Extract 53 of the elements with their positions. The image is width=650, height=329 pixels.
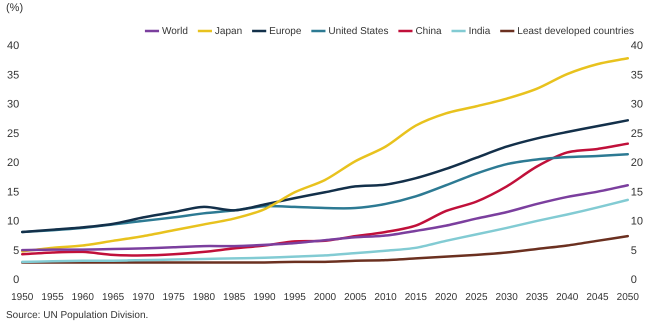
y-tick-label: 25	[6, 128, 20, 140]
legend-label: China	[415, 26, 442, 37]
source-note: Source: UN Population Division.	[6, 310, 148, 321]
y-tick-label: 0	[13, 274, 20, 286]
y2-tick-label: 35	[630, 69, 644, 82]
y2-tick-label: 0	[630, 274, 637, 286]
y2-tick-label: 5	[630, 244, 637, 257]
y2-tick-label: 20	[630, 157, 644, 170]
x-tick-label: 1995	[284, 292, 306, 303]
legend-label: United States	[328, 26, 388, 37]
x-tick-label: 1955	[41, 292, 64, 303]
x-tick-label: 2030	[496, 292, 518, 303]
y-axis-title: (%)	[6, 2, 24, 14]
x-tick-label: 1965	[102, 292, 125, 303]
x-tick-label: 2015	[404, 292, 428, 303]
x-tick-label: 2050	[616, 292, 640, 303]
line-series	[20, 198, 630, 264]
legend-label: Least developed countries	[517, 26, 634, 37]
legend-label: Europe	[269, 26, 302, 37]
x-tick-label: 1975	[162, 292, 186, 303]
x-tick-label: 1970	[132, 292, 155, 303]
x-tick-label: 2000	[314, 292, 337, 303]
y-tick-label: 20	[6, 157, 20, 170]
y-tick-label: 30	[6, 98, 20, 111]
x-tick-label: 2010	[374, 292, 398, 303]
legend-label: World	[162, 26, 188, 37]
x-tick-label: 1960	[72, 292, 94, 303]
y2-tick-label: 15	[630, 186, 644, 198]
line-series	[20, 119, 630, 234]
y2-tick-label: 10	[630, 216, 644, 228]
x-tick-label: 2035	[526, 292, 548, 303]
y-tick-label: 5	[13, 244, 20, 257]
x-tick-label: 2045	[586, 292, 610, 303]
x-tick-label: 1980	[192, 292, 216, 303]
x-tick-label: 2020	[434, 292, 458, 303]
y2-tick-label: 25	[630, 128, 644, 140]
x-tick-label: 1985	[223, 292, 246, 303]
x-tick-label: 2025	[465, 292, 488, 303]
y-tick-label: 40	[6, 40, 20, 52]
y2-tick-label: 30	[630, 98, 644, 111]
y-tick-label: 10	[6, 216, 20, 228]
legend-label: India	[468, 26, 491, 37]
line-series	[20, 184, 630, 252]
x-tick-label: 2040	[556, 292, 579, 303]
y-tick-label: 15	[6, 186, 20, 198]
line-series	[20, 57, 630, 253]
x-tick-label: 2005	[344, 292, 367, 303]
line-series	[20, 234, 630, 264]
y2-tick-label: 40	[630, 40, 644, 52]
y-tick-label: 35	[6, 69, 20, 82]
x-tick-label: 1950	[11, 292, 34, 303]
x-tick-label: 1990	[253, 292, 276, 303]
legend-label: Japan	[214, 26, 242, 37]
